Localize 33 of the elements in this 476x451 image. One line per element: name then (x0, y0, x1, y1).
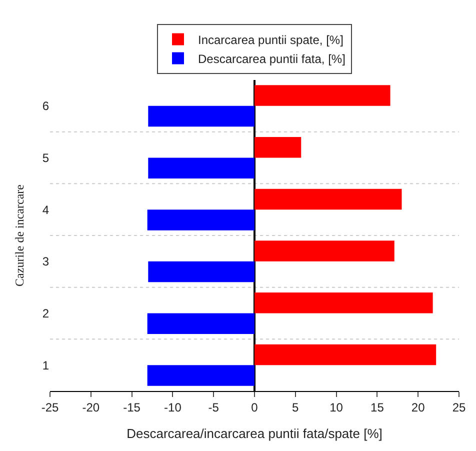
x-tick-label: 25 (452, 400, 466, 414)
x-tick-label: -20 (82, 400, 100, 414)
x-tick-label: -25 (41, 400, 59, 414)
y-tick-label: 1 (42, 358, 50, 372)
bar (254, 344, 436, 366)
x-tick-label: 20 (411, 400, 426, 414)
bar (148, 106, 254, 127)
x-tick-label: 0 (251, 400, 258, 414)
bar (148, 158, 254, 178)
y-tick-label: 2 (42, 306, 50, 320)
x-tick-label: 10 (330, 400, 344, 414)
legend-label: Descarcarea puntii fata, [%] (198, 52, 346, 66)
x-tick-label: 15 (370, 400, 384, 414)
bar (147, 210, 254, 230)
x-tick-label: -15 (123, 400, 141, 414)
bar (254, 188, 402, 210)
bar (254, 85, 390, 106)
x-tick-label: -10 (164, 400, 182, 414)
bar (254, 292, 433, 314)
bar (254, 240, 394, 262)
bar (254, 137, 302, 158)
bar (147, 313, 254, 334)
legend-label: Incarcarea puntii spate, [%] (198, 32, 344, 47)
y-tick-label: 4 (42, 202, 50, 217)
y-tick-label: 5 (42, 150, 50, 165)
x-tick-label: 5 (292, 400, 300, 414)
y-tick-label: 6 (42, 99, 50, 114)
y-axis-title: Cazurile de incarcare (12, 184, 27, 286)
bar (147, 365, 254, 386)
y-tick-label: 3 (42, 254, 50, 269)
x-axis-title: Descarcarea/incarcarea puntii fata/spate [%] (126, 426, 382, 441)
bar (148, 261, 254, 282)
x-tick-label: -5 (208, 400, 220, 414)
